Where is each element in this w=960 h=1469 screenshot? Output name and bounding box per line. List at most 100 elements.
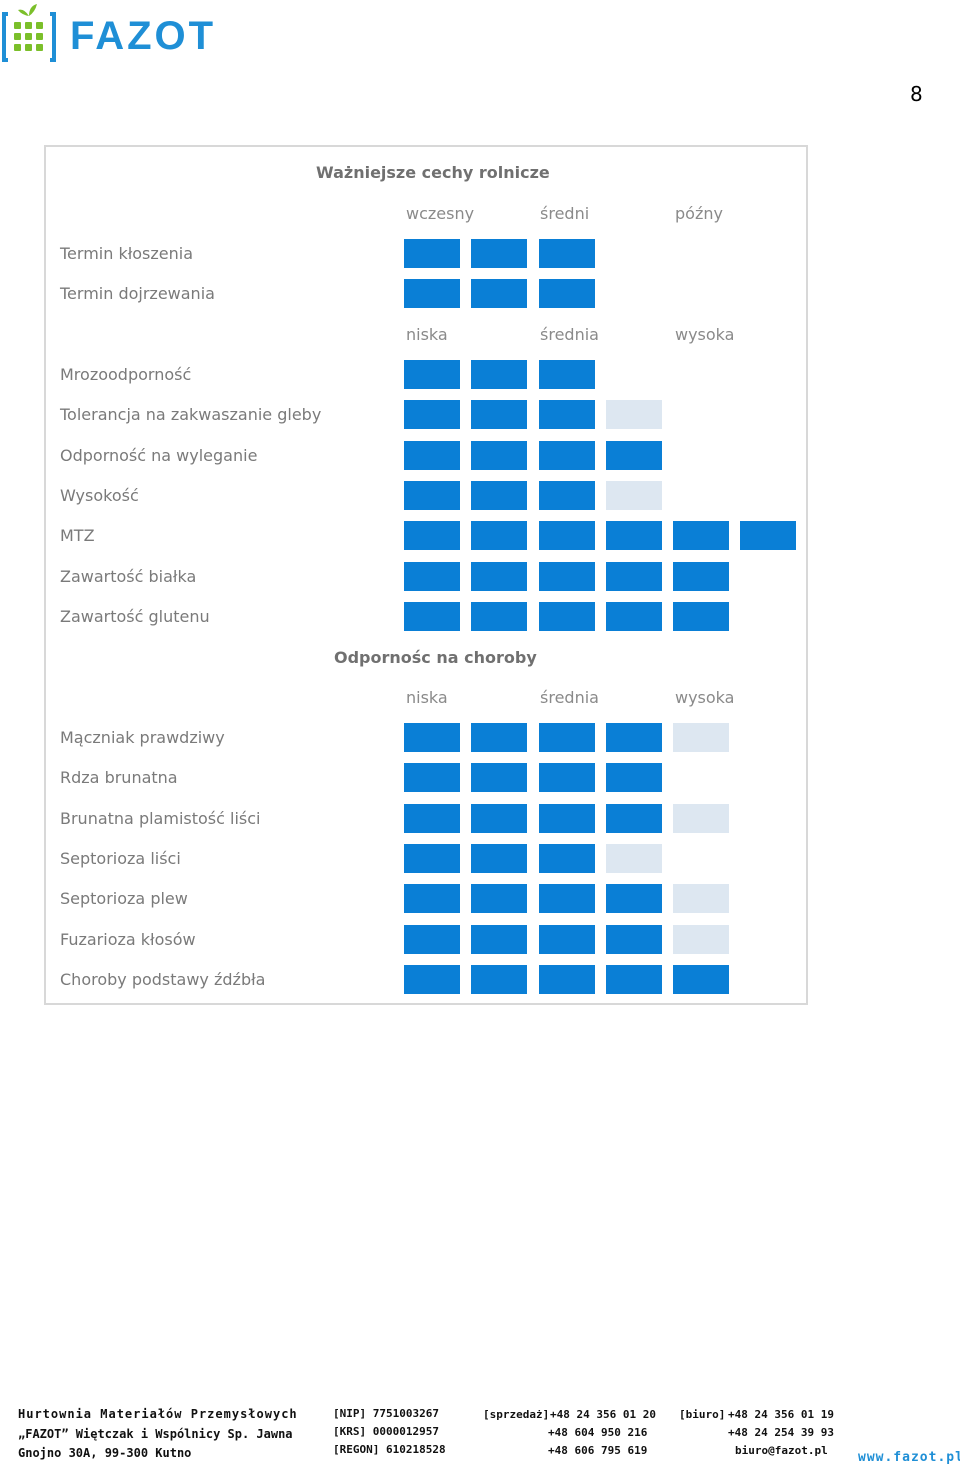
rating-block-filled <box>471 400 527 430</box>
rating-block-filled <box>404 924 460 954</box>
disease-row-label: Fuzarioza kłosów <box>60 929 196 949</box>
trait-row: Zawartość glutenu <box>46 601 806 632</box>
scale-label-medium: średni <box>540 204 590 223</box>
disease-row: Fuzarioza kłosów <box>46 924 806 955</box>
footer-sales-phone-2: +48 604 950 216 <box>548 1426 648 1439</box>
rating-block-filled <box>673 561 729 591</box>
rating-block-filled <box>471 360 527 389</box>
rating-block-filled <box>471 723 527 752</box>
rating-block-filled <box>606 521 662 551</box>
rating-block-filled <box>539 843 595 873</box>
disease-row: Mączniak prawdziwy <box>46 723 806 753</box>
scale-label-early: wczesny <box>406 204 475 223</box>
rating-block-filled <box>471 924 527 954</box>
footer-krs: [KRS] 0000012957 <box>333 1425 439 1438</box>
timing-row-label: Termin kłoszenia <box>60 244 194 263</box>
trait-row-label: Wysokość <box>60 485 139 505</box>
trait-row: Odporność na wyleganie <box>46 440 806 471</box>
rating-block-filled <box>404 561 460 591</box>
rating-block-filled <box>539 723 595 752</box>
rating-block-empty <box>673 723 729 752</box>
rating-block-filled <box>740 521 796 551</box>
trait-row-label: Zawartość białka <box>60 566 197 586</box>
trait-row: Wysokość <box>46 480 806 511</box>
rating-block-filled <box>404 601 460 631</box>
trait-row: MTZ <box>46 521 806 551</box>
footer-sales-phone-3: +48 606 795 619 <box>548 1444 648 1457</box>
rating-block-filled <box>404 763 460 793</box>
rating-block-filled <box>539 561 595 591</box>
footer-office-email[interactable]: biuro@fazot.pl <box>735 1444 828 1457</box>
disease-row: Choroby podstawy źdźbła <box>46 964 806 995</box>
rating-block-filled <box>539 239 595 268</box>
footer-website-link[interactable]: www.fazot.pl <box>858 1450 960 1465</box>
rating-block-filled <box>539 884 595 914</box>
rating-block-empty <box>673 924 729 954</box>
rating-block-filled <box>404 400 460 430</box>
disease-row: Brunatna plamistość liści <box>46 803 806 834</box>
rating-block-filled <box>539 360 595 389</box>
timing-row: Termin kłoszenia <box>46 239 806 269</box>
rating-block-filled <box>404 723 460 752</box>
rating-block-filled <box>539 400 595 430</box>
rating-block-filled <box>404 964 460 994</box>
rating-block-filled <box>539 763 595 793</box>
rating-block-filled <box>404 360 460 389</box>
rating-block-filled <box>471 279 527 309</box>
disease-row: Septorioza liści <box>46 843 806 874</box>
disease-scale-mid: średnia <box>540 688 599 707</box>
footer-company-line3: Gnojno 30A, 99-300 Kutno <box>18 1446 192 1460</box>
rating-block-filled <box>471 843 527 873</box>
rating-block-filled <box>606 964 662 994</box>
rating-block-filled <box>539 924 595 954</box>
trait-row-label: Odporność na wyleganie <box>60 445 258 465</box>
footer-sales-label: [sprzedaż] <box>483 1408 550 1421</box>
rating-block-empty <box>606 843 662 873</box>
trait-row: Mrozoodporność <box>46 360 806 390</box>
scale-label-high: wysoka <box>675 325 735 344</box>
footer-nip: [NIP] 7751003267 <box>333 1407 439 1420</box>
rating-block-filled <box>471 561 527 591</box>
rating-block-filled <box>404 884 460 914</box>
page-number: 8 <box>910 82 923 106</box>
disease-scale-high: wysoka <box>675 688 735 707</box>
trait-row: Tolerancja na zakwaszanie gleby <box>46 400 806 430</box>
rating-block-filled <box>673 601 729 631</box>
logo-mark-icon <box>2 4 56 62</box>
rating-block-empty <box>673 803 729 833</box>
rating-block-filled <box>404 239 460 268</box>
rating-block-filled <box>539 480 595 510</box>
rating-block-filled <box>471 239 527 268</box>
disease-row-label: Septorioza plew <box>60 889 188 909</box>
rating-block-filled <box>471 763 527 793</box>
disease-row-label: Mączniak prawdziwy <box>60 728 225 747</box>
rating-block-filled <box>471 964 527 994</box>
footer-company-line2: „FAZOT” Więtczak i Wspólnicy Sp. Jawna <box>18 1427 293 1441</box>
disease-row: Septorioza plew <box>46 884 806 914</box>
rating-block-filled <box>606 803 662 833</box>
footer-office-phone-1: +48 24 356 01 19 <box>728 1408 834 1421</box>
rating-block-empty <box>606 400 662 430</box>
rating-block-empty <box>606 480 662 510</box>
rating-block-filled <box>471 803 527 833</box>
rating-block-filled <box>539 601 595 631</box>
rating-block-filled <box>606 763 662 793</box>
rating-block-filled <box>606 884 662 914</box>
rating-block-filled <box>471 480 527 510</box>
rating-block-filled <box>471 601 527 631</box>
trait-row: Zawartość białka <box>46 561 806 592</box>
disease-row-label: Rdza brunatna <box>60 768 178 788</box>
rating-block-filled <box>471 521 527 551</box>
footer-office-label: [biuro] <box>679 1408 726 1421</box>
trait-row-label: Mrozoodporność <box>60 365 192 384</box>
company-logo: FAZOT <box>2 2 213 66</box>
rating-block-filled <box>404 440 460 470</box>
rating-block-filled <box>404 803 460 833</box>
rating-block-filled <box>404 843 460 873</box>
footer-regon: [REGON] 610218528 <box>333 1443 446 1456</box>
scale-label-late: późny <box>675 204 723 223</box>
disease-row-label: Septorioza liści <box>60 848 181 868</box>
rating-block-filled <box>606 924 662 954</box>
rating-block-filled <box>471 884 527 914</box>
scale-label-low: niska <box>406 325 448 344</box>
